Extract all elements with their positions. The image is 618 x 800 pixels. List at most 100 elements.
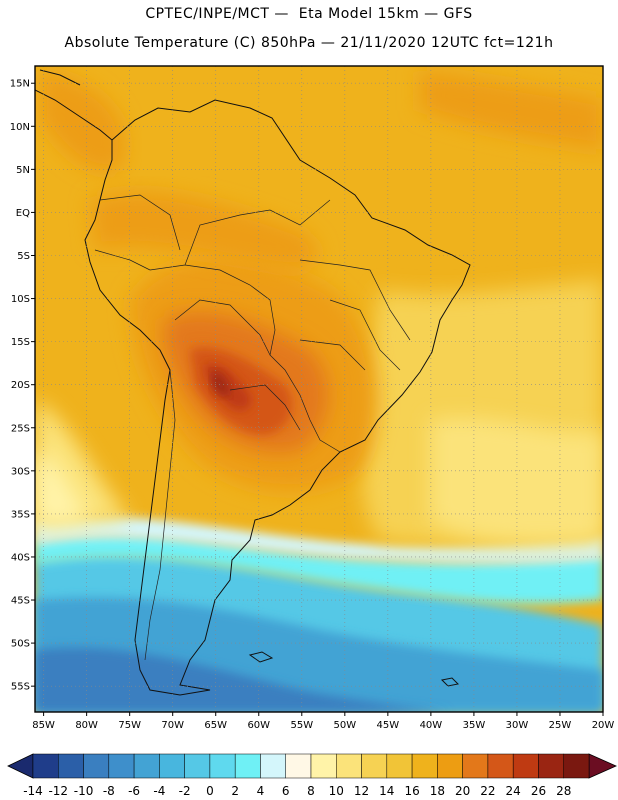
lat-label: EQ xyxy=(16,208,30,219)
south-georgia-outline xyxy=(440,677,460,687)
colorbar-cell xyxy=(462,753,489,779)
axis-ticks xyxy=(31,82,604,716)
lon-label: 50W xyxy=(334,720,357,731)
colorbar-cell xyxy=(310,753,337,779)
colorbar-label: 22 xyxy=(480,784,495,798)
field-interior-26-28 xyxy=(212,372,230,396)
colorbar-cell xyxy=(336,753,362,779)
colorbar-cell xyxy=(512,753,539,779)
lon-label: 30W xyxy=(506,720,529,731)
brazil-states-border xyxy=(299,259,411,371)
colorbar-cell xyxy=(563,753,590,779)
colorbar-label: 28 xyxy=(556,784,571,798)
colorbar-cell xyxy=(361,753,388,779)
map-title-line-1: CPTEC/INPE/MCT — Eta Model 15km — GFS xyxy=(145,6,473,22)
argentina-chile-border xyxy=(144,369,176,661)
colorbar-label: 10 xyxy=(329,784,344,798)
colorbar-label: 6 xyxy=(282,784,290,798)
longitude-labels: 85W 80W 75W 70W 65W 60W 55W 50W 45W 40W 35W 30W 25W 2… xyxy=(32,720,614,731)
colorbar-label: 8 xyxy=(307,784,315,798)
colorbar-low-arrow xyxy=(7,753,34,779)
lon-label: 80W xyxy=(75,720,98,731)
temperature-field xyxy=(35,66,603,712)
falklands-outline xyxy=(248,651,274,663)
colorbar-high-arrow xyxy=(588,753,617,779)
lat-label: 55S xyxy=(11,682,30,693)
field-pacific-8-10 xyxy=(35,450,90,525)
lat-label: 5S xyxy=(17,251,30,262)
colorbar-cell xyxy=(58,753,84,779)
field-atlantic-10-12 xyxy=(430,417,603,543)
colorbar-label: 20 xyxy=(455,784,470,798)
field-north-18-20 xyxy=(420,70,603,150)
field-caribbean-18-20 xyxy=(40,70,126,172)
lat-label: 15N xyxy=(10,79,30,90)
colorbar-label: 12 xyxy=(354,784,369,798)
colorbar-cell xyxy=(32,753,59,779)
lon-label: 65W xyxy=(204,720,227,731)
map-title-line-2: Absolute Temperature (C) 850hPa — 21/11/… xyxy=(64,35,554,51)
colorbar-cell xyxy=(538,753,564,779)
lon-label: 75W xyxy=(118,720,141,731)
colorbar-cell xyxy=(285,753,312,779)
colorbar-cell xyxy=(437,753,463,779)
colorbar-cell xyxy=(159,753,185,779)
colorbar-label: 16 xyxy=(404,784,419,798)
colorbar-label: 24 xyxy=(506,784,521,798)
coastlines xyxy=(35,69,471,696)
colorbar-cell xyxy=(487,753,514,779)
lat-label: 15S xyxy=(11,337,30,348)
lon-label: 70W xyxy=(161,720,184,731)
lat-label: 45S xyxy=(11,596,30,607)
colorbar-label: -12 xyxy=(48,784,68,798)
lat-lon-gridlines xyxy=(35,66,603,712)
colorbar: -14 -12 -10 -8 -6 -4 -2 0 2 4 6 8 10 12 14 16 18 20 22 24 26… xyxy=(7,753,617,798)
colorbar-cell xyxy=(386,753,413,779)
colorbar-labels: -14 -12 -10 -8 -6 -4 -2 0 2 4 6 8 10 12 14 16 18 20 22 24 26… xyxy=(23,784,571,798)
central-america-outline xyxy=(35,69,113,141)
colorbar-cell xyxy=(260,753,286,779)
colorbar-label: -2 xyxy=(179,784,191,798)
colorbar-label: -10 xyxy=(74,784,94,798)
south-america-outline xyxy=(84,99,471,696)
colorbar-label: 14 xyxy=(379,784,394,798)
colorbar-label: 4 xyxy=(257,784,265,798)
colorbar-label: -8 xyxy=(103,784,115,798)
colorbar-label: 26 xyxy=(531,784,546,798)
field-band-4-6 xyxy=(35,516,603,564)
field-band-2-4 xyxy=(35,533,603,605)
lon-label: 20W xyxy=(592,720,615,731)
lat-label: 10N xyxy=(10,122,30,133)
lon-label: 45W xyxy=(377,720,400,731)
lon-label: 60W xyxy=(247,720,270,731)
lat-label: 35S xyxy=(11,509,30,520)
colorbar-cell xyxy=(411,753,438,779)
colorbar-label: -6 xyxy=(128,784,140,798)
colorbar-label: -4 xyxy=(153,784,165,798)
map-frame xyxy=(34,65,604,713)
colorbar-label: 2 xyxy=(231,784,239,798)
colorbar-label: 18 xyxy=(430,784,445,798)
colorbar-label: 0 xyxy=(206,784,214,798)
andes-states-border xyxy=(94,194,181,271)
colorbar-cell xyxy=(209,753,236,779)
lat-label: 25S xyxy=(11,423,30,434)
colorbar-cell xyxy=(234,753,261,779)
lon-label: 55W xyxy=(290,720,313,731)
lat-label: 5N xyxy=(16,165,30,176)
lat-label: 40S xyxy=(11,552,30,563)
lon-label: 85W xyxy=(32,720,55,731)
latitude-labels: 15N 10N 5N EQ 5S 10S 15S 20S 25S 30S 35S 40S 45S 50S 5… xyxy=(10,79,30,693)
lon-label: 35W xyxy=(463,720,486,731)
lon-label: 40W xyxy=(420,720,443,731)
colorbar-cells xyxy=(32,753,590,779)
colorbar-cell xyxy=(83,753,110,779)
lat-label: 20S xyxy=(11,380,30,391)
lat-label: 50S xyxy=(11,639,30,650)
colorbar-cell xyxy=(184,753,211,779)
lat-label: 30S xyxy=(11,466,30,477)
colorbar-label: -14 xyxy=(23,784,43,798)
colorbar-cell xyxy=(133,753,160,779)
lon-label: 25W xyxy=(549,720,572,731)
